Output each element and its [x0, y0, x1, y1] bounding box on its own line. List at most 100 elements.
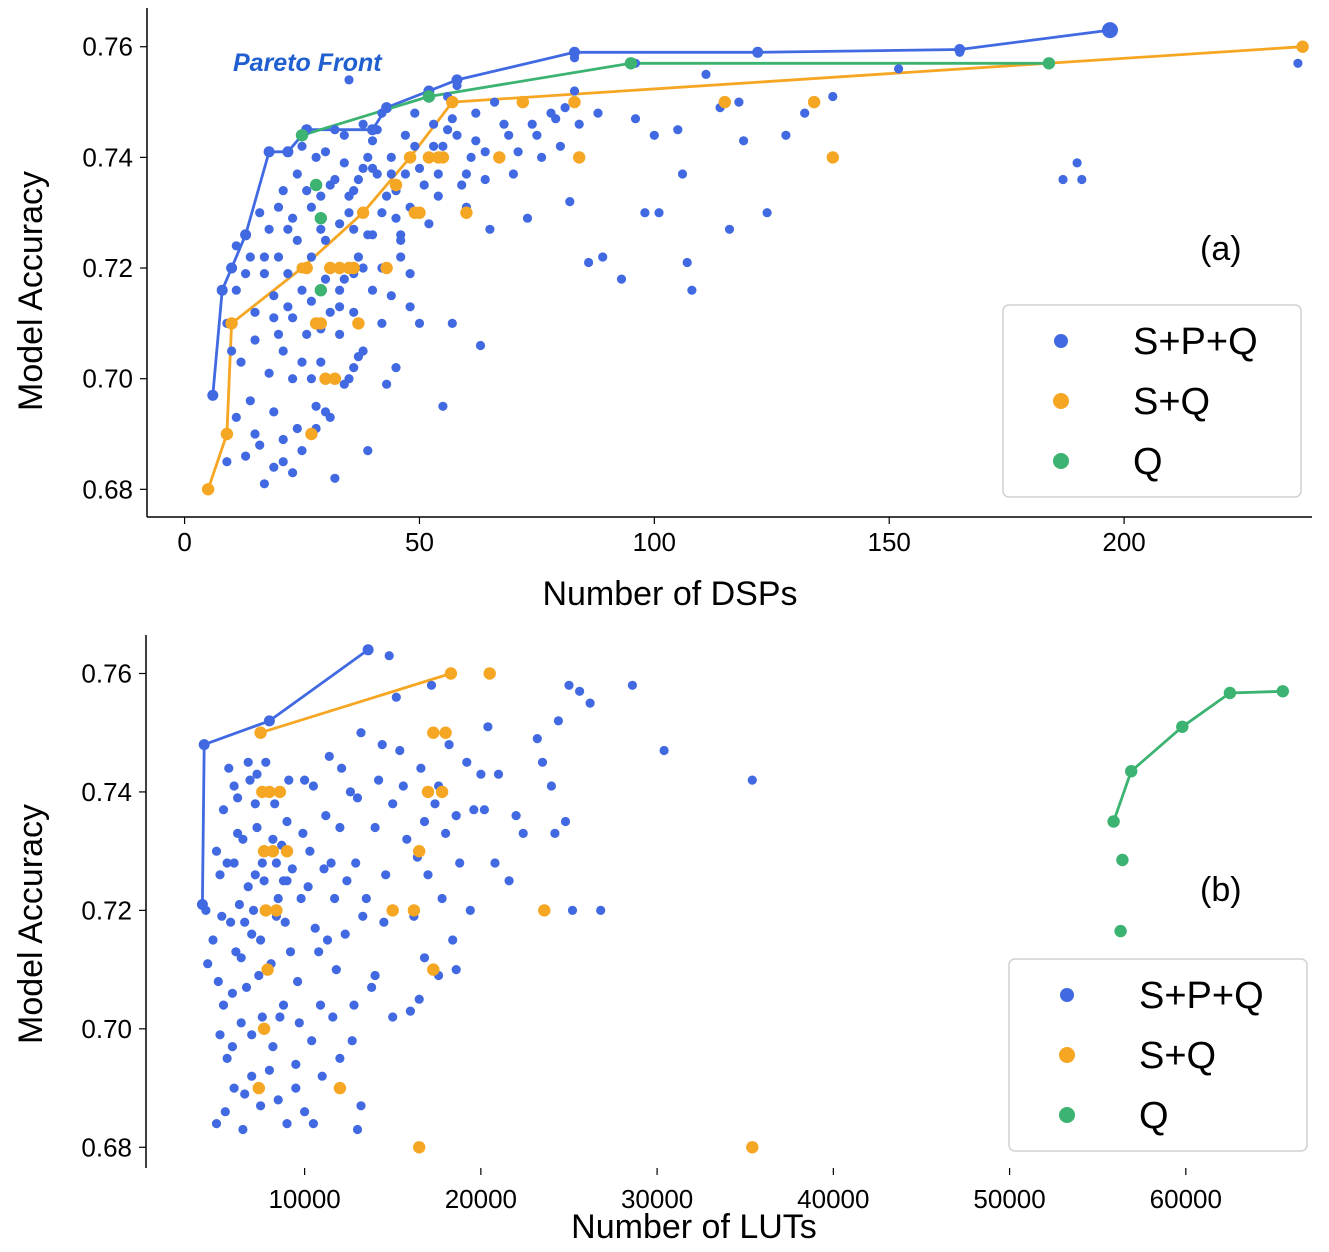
point-spq [315, 1000, 326, 1010]
point-spq [283, 269, 293, 279]
panel-b-y-tick-label: 0.72 [81, 895, 132, 925]
panel-b-x-axis-title: Number of LUTs [571, 1208, 817, 1246]
panel-b-legend-label-sq: S+Q [1139, 1035, 1216, 1077]
point-spq [429, 119, 439, 129]
point-spq [347, 1036, 357, 1046]
panel-a-points [201, 25, 1309, 496]
point-spq [278, 457, 288, 467]
point-spq [283, 302, 293, 312]
point-spq [325, 180, 335, 190]
panel-b-y-axis-title: Model Accuracy [12, 804, 50, 1044]
pareto-line-sq [206, 45, 1303, 490]
point-q [1276, 685, 1290, 698]
point-spq [264, 716, 274, 726]
point-spq [270, 799, 280, 809]
point-sq [516, 95, 529, 109]
point-spq [302, 186, 312, 196]
point-spq [308, 781, 318, 791]
point-spq [320, 147, 331, 157]
point-spq [337, 763, 347, 773]
point-sq [324, 261, 337, 275]
point-spq [259, 252, 269, 262]
point-spq [306, 202, 316, 212]
point-spq [278, 186, 288, 196]
point-spq [379, 917, 389, 927]
point-sq [568, 95, 581, 109]
point-spq [288, 468, 298, 478]
point-sq [408, 206, 421, 219]
point-spq [282, 876, 292, 886]
point-spq [273, 252, 284, 262]
panel-a-y-axis-title: Model Accuracy [12, 171, 50, 411]
panel-b-x-tick-label: 40000 [797, 1184, 869, 1214]
point-spq [451, 965, 461, 975]
point-spq [322, 935, 333, 945]
point-spq [268, 1042, 278, 1052]
point-spq [229, 781, 239, 791]
point-spq [238, 834, 248, 844]
point-spq [447, 318, 457, 328]
point-sq [444, 667, 458, 680]
panel-b-y-tick-label: 0.70 [81, 1014, 132, 1044]
point-q [1107, 815, 1120, 828]
point-spq [291, 1083, 301, 1093]
point-spq [377, 208, 387, 218]
point-spq [433, 191, 443, 201]
point-spq [654, 208, 664, 218]
point-spq [305, 846, 315, 856]
panel-a: 0.68 0.70 0.72 0.74 0.76 0 50 100 150 200 Number… [12, 8, 1312, 613]
point-spq [426, 680, 437, 690]
point-q [314, 212, 327, 225]
panel-a-legend-label-sq: S+Q [1133, 381, 1210, 423]
point-spq [356, 728, 366, 738]
panel-a-y-ticks: 0.68 0.70 0.72 0.74 0.76 [82, 32, 147, 504]
point-spq [273, 202, 284, 212]
point-spq [560, 103, 570, 113]
point-spq [320, 274, 331, 284]
point-spq [1105, 25, 1115, 35]
point-spq [575, 686, 585, 696]
point-spq [537, 757, 548, 767]
point-spq [372, 125, 382, 135]
point-spq [282, 1119, 292, 1129]
pareto-line-q [301, 61, 1049, 137]
point-spq [247, 1030, 257, 1040]
point-spq [231, 241, 241, 251]
point-q [1114, 924, 1127, 938]
point-spq [391, 213, 401, 223]
point-spq [241, 230, 251, 240]
point-spq [384, 651, 394, 661]
point-spq [363, 446, 373, 456]
point-spq [201, 905, 211, 916]
point-spq [297, 357, 307, 367]
point-q [624, 57, 638, 70]
point-spq [781, 130, 791, 140]
point-spq [352, 1124, 363, 1135]
panel-a-legend-box [1002, 304, 1302, 498]
point-sq [538, 904, 551, 917]
point-spq [430, 799, 440, 809]
point-q [1125, 765, 1138, 778]
point-spq [511, 811, 521, 821]
panel-a-legend-marker-sq [1053, 393, 1069, 409]
point-sq [347, 261, 360, 275]
point-spq [352, 793, 363, 803]
point-spq [314, 947, 324, 957]
point-spq [256, 1101, 266, 1111]
panel-a-legend: S+P+Q S+Q Q [1002, 304, 1302, 498]
panel-b-x-tick-label: 50000 [973, 1184, 1045, 1214]
point-spq [284, 775, 294, 785]
point-spq [240, 917, 250, 927]
panel-b-label: (b) [1200, 871, 1242, 909]
point-spq [330, 125, 340, 135]
point-spq [227, 263, 237, 273]
pareto-line-sq [260, 672, 452, 735]
point-sq [826, 151, 839, 164]
point-spq [257, 858, 267, 868]
point-q [1223, 686, 1237, 700]
point-spq [261, 757, 271, 767]
point-sq [386, 904, 399, 917]
point-spq [405, 302, 415, 312]
point-spq [565, 197, 575, 207]
point-spq [358, 119, 368, 129]
